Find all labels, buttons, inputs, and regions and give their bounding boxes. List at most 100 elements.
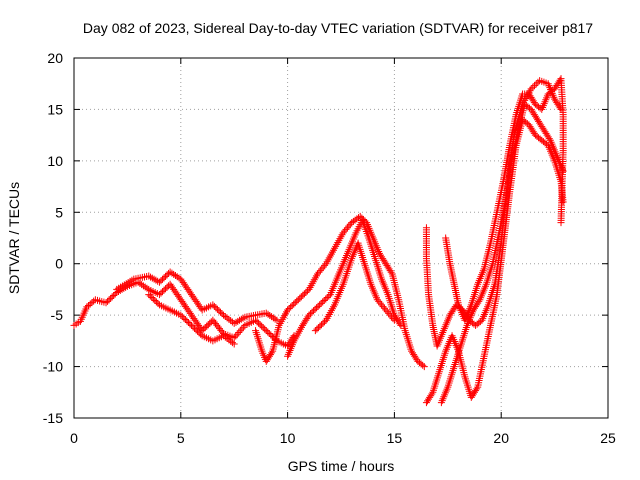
grid-lines: [74, 58, 608, 418]
y-tick-label: 15: [47, 101, 63, 117]
plus-marker: [268, 313, 276, 321]
plot-frame: [73, 57, 609, 419]
plus-marker: [160, 286, 168, 294]
plus-marker: [253, 318, 261, 326]
plus-marker: [258, 322, 266, 330]
plus-marker: [230, 334, 238, 342]
plus-marker: [145, 272, 153, 280]
plus-marker: [151, 296, 159, 304]
plus-marker: [183, 317, 191, 325]
plus-marker: [223, 334, 231, 342]
plus-marker: [266, 311, 274, 319]
plus-marker: [387, 268, 395, 276]
plus-marker: [203, 322, 211, 330]
plus-marker: [345, 222, 353, 230]
plus-marker: [532, 80, 540, 88]
plus-marker: [147, 273, 155, 281]
plus-marker: [90, 297, 98, 305]
data-points: [70, 75, 567, 407]
plus-marker: [473, 385, 481, 393]
plus-marker: [315, 268, 323, 276]
plus-marker: [168, 269, 176, 277]
plus-marker: [105, 296, 113, 304]
y-tick-label: -10: [43, 359, 63, 375]
plus-marker: [157, 277, 165, 285]
plus-marker: [155, 278, 163, 286]
plus-marker: [223, 314, 231, 322]
plus-marker: [157, 289, 165, 297]
plus-marker: [145, 291, 153, 299]
plus-marker: [255, 319, 263, 327]
plus-marker: [239, 314, 247, 322]
plus-marker: [475, 297, 483, 305]
plus-marker: [237, 315, 245, 323]
plus-marker: [319, 319, 327, 327]
plus-marker: [221, 333, 229, 341]
plus-marker: [107, 294, 115, 302]
plus-marker: [383, 308, 391, 316]
x-tick-label: 5: [177, 430, 185, 446]
plus-marker: [139, 282, 147, 290]
plus-marker: [230, 319, 238, 327]
plus-marker: [346, 220, 354, 228]
x-tick-labels: 0 5 10 15 20 25: [70, 430, 616, 446]
plus-marker: [316, 301, 324, 309]
plus-marker: [262, 327, 270, 335]
plus-marker: [86, 300, 94, 308]
plus-marker: [557, 219, 565, 227]
plus-marker: [342, 225, 350, 233]
y-tick-label: 10: [47, 153, 63, 169]
plus-marker: [173, 273, 181, 281]
plus-marker: [235, 328, 243, 336]
plus-marker: [397, 321, 405, 329]
plus-marker: [396, 320, 404, 328]
plus-marker: [194, 327, 202, 335]
plus-marker: [380, 304, 388, 312]
plus-marker: [313, 304, 321, 312]
plus-marker: [150, 275, 158, 283]
plus-marker: [316, 322, 324, 330]
plus-marker: [545, 135, 553, 143]
plus-marker: [264, 328, 272, 336]
plus-marker: [319, 263, 327, 271]
y-tick-label: 5: [55, 204, 63, 220]
plus-marker: [228, 339, 236, 347]
y-axis-label: SDTVAR / TECUs: [6, 182, 22, 294]
plus-marker: [215, 307, 223, 315]
plus-marker: [171, 272, 179, 280]
plus-marker: [297, 293, 305, 301]
plus-marker: [221, 313, 229, 321]
plus-marker: [287, 303, 295, 311]
plus-marker: [234, 317, 242, 325]
plus-marker: [390, 316, 398, 324]
plus-marker: [314, 270, 322, 278]
x-tick-label: 25: [600, 430, 616, 446]
plus-marker: [180, 314, 188, 322]
plus-marker: [317, 299, 325, 307]
plus-marker: [382, 306, 390, 314]
plus-marker: [428, 390, 436, 398]
plus-marker: [204, 321, 212, 329]
x-tick-label: 10: [280, 430, 296, 446]
plus-marker: [189, 323, 197, 331]
plus-marker: [201, 324, 209, 332]
plus-marker: [375, 297, 383, 305]
plus-marker: [318, 265, 326, 273]
plus-marker: [138, 281, 146, 289]
plus-marker: [373, 296, 381, 304]
plus-marker: [389, 315, 397, 323]
plus-marker: [308, 308, 316, 316]
plus-marker: [236, 316, 244, 324]
plus-marker: [379, 303, 387, 311]
plus-marker: [343, 224, 351, 232]
plus-marker: [212, 304, 220, 312]
plus-marker: [256, 321, 264, 329]
plus-marker: [236, 327, 244, 335]
plus-marker: [314, 324, 322, 332]
x-tick-label: 15: [387, 430, 403, 446]
plus-marker: [311, 327, 319, 335]
plus-marker: [267, 331, 275, 339]
plus-marker: [268, 349, 276, 357]
plus-marker: [310, 307, 318, 315]
